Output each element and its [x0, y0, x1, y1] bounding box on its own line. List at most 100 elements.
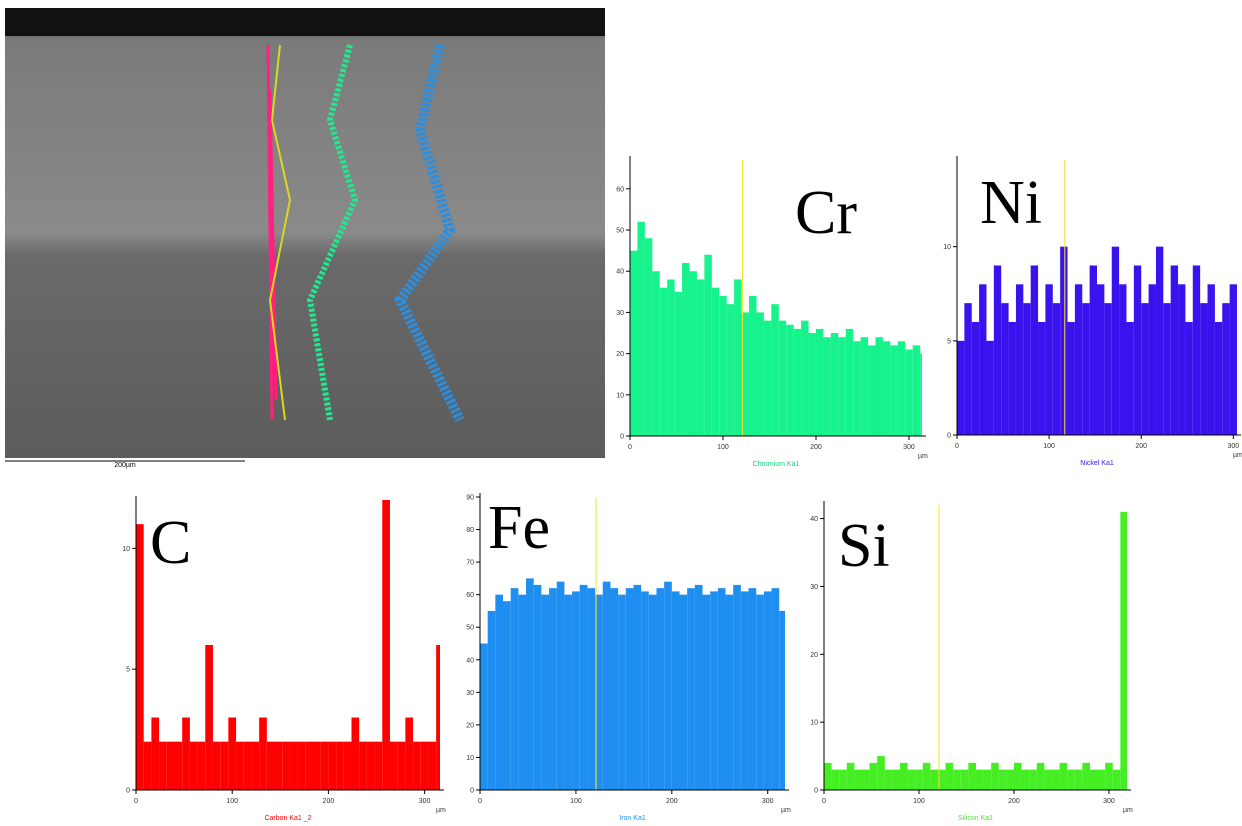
- bar: [633, 584, 642, 790]
- bar: [983, 769, 992, 790]
- bar: [1105, 762, 1113, 790]
- bar: [998, 769, 1007, 790]
- bar: [964, 303, 972, 435]
- bar: [1133, 265, 1142, 435]
- bar: [618, 594, 626, 790]
- bar: [1185, 321, 1193, 435]
- element-title: C: [150, 509, 191, 577]
- bar: [1036, 762, 1045, 790]
- bar: [480, 643, 488, 790]
- y-tick-label: 90: [466, 495, 474, 502]
- bar: [853, 341, 861, 436]
- bar: [595, 594, 603, 790]
- bar: [648, 594, 657, 790]
- bar: [1082, 762, 1090, 790]
- bar: [495, 594, 504, 790]
- x-tick-label: 100: [226, 798, 238, 805]
- bar: [733, 584, 741, 790]
- bar: [868, 345, 876, 436]
- bar: [189, 741, 198, 790]
- x-tick-label: 100: [913, 798, 925, 805]
- bar: [671, 591, 680, 790]
- bar: [1045, 284, 1053, 435]
- y-tick-label: 0: [620, 434, 624, 441]
- bar: [756, 312, 764, 436]
- bar: [320, 741, 329, 790]
- bar: [922, 762, 931, 790]
- bar: [882, 341, 891, 436]
- bar: [1089, 769, 1098, 790]
- bar: [1038, 321, 1046, 435]
- bar: [1021, 769, 1030, 790]
- bar: [749, 295, 757, 436]
- y-tick-label: 0: [947, 433, 951, 440]
- bar: [679, 594, 688, 790]
- chart: 0 10 20 30 40 0 100 200 300 µm Silicon Ka1 Si: [810, 501, 1133, 822]
- x-tick-label: 0: [955, 443, 959, 450]
- chart: 0 10 20 30 40 50 60 70 80 90 0 100 200 300 µm Iron Ka1 F…: [466, 493, 791, 822]
- bar: [1023, 303, 1031, 435]
- bar: [630, 250, 638, 436]
- x-tick-label: 100: [570, 798, 582, 805]
- bar: [602, 581, 611, 790]
- y-tick-label: 40: [466, 657, 474, 664]
- bar: [1104, 303, 1112, 435]
- bar: [710, 591, 718, 790]
- bar: [748, 588, 757, 790]
- bar: [510, 588, 519, 790]
- bar: [503, 601, 511, 790]
- bar: [579, 584, 588, 790]
- bar: [860, 337, 869, 436]
- y-tick-label: 50: [616, 228, 624, 235]
- bar: [428, 741, 437, 790]
- bar: [892, 769, 900, 790]
- bar: [143, 741, 152, 790]
- bar: [756, 594, 764, 790]
- y-tick-label: 0: [814, 788, 818, 795]
- x-tick-label: 300: [903, 444, 915, 451]
- bar: [687, 588, 695, 790]
- bar: [907, 769, 916, 790]
- bar: [374, 741, 383, 790]
- x-unit: µm: [918, 453, 928, 460]
- bar: [884, 769, 893, 790]
- bar: [243, 741, 252, 790]
- bar: [912, 345, 921, 436]
- bar: [991, 762, 999, 790]
- bar: [1126, 321, 1134, 435]
- bar: [1097, 769, 1106, 790]
- x-unit: µm: [436, 807, 446, 814]
- y-tick-label: 30: [616, 310, 624, 317]
- bar: [336, 741, 344, 790]
- bar: [890, 345, 898, 436]
- bar: [824, 762, 832, 790]
- bar: [1008, 321, 1016, 435]
- bar: [861, 769, 870, 790]
- bar: [549, 588, 557, 790]
- scale-label: 200µm: [114, 462, 136, 469]
- bar: [656, 588, 665, 790]
- bar: [637, 221, 645, 436]
- bar: [305, 741, 314, 790]
- y-tick-label: 5: [947, 338, 951, 345]
- bar: [259, 717, 267, 790]
- bar: [1001, 303, 1009, 435]
- bar: [778, 320, 787, 436]
- bar: [197, 741, 206, 790]
- bar: [704, 254, 712, 436]
- bar: [526, 578, 534, 790]
- x-unit: µm: [781, 807, 791, 814]
- bar: [838, 337, 846, 436]
- bar: [930, 769, 938, 790]
- bar: [689, 271, 697, 436]
- bar: [1067, 321, 1075, 435]
- bar: [957, 340, 965, 435]
- element-title: Fe: [488, 494, 550, 562]
- x-axis-label: Nickel Ka1: [1080, 460, 1114, 467]
- x-tick-label: 300: [762, 798, 774, 805]
- y-tick-label: 10: [122, 546, 130, 553]
- y-tick-label: 5: [126, 667, 130, 674]
- bar: [1207, 284, 1215, 435]
- bar: [389, 741, 398, 790]
